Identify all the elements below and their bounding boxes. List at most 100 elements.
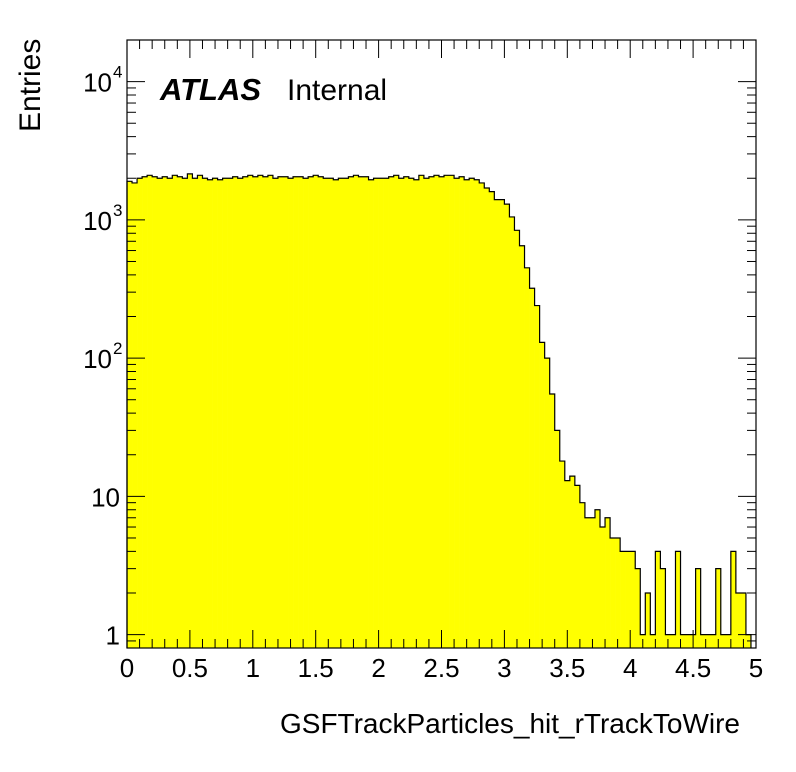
x-tick-label: 0 [120, 653, 134, 683]
histogram-bar [549, 394, 556, 648]
x-tick-label: 1.5 [298, 653, 334, 683]
histogram-bar [474, 179, 480, 649]
histogram-bar [625, 551, 631, 648]
histogram-bar [610, 537, 616, 648]
histogram-bar [232, 176, 239, 648]
histogram-bar [504, 204, 510, 648]
histogram-bar [620, 551, 626, 648]
y-tick-label: 10 [83, 344, 112, 374]
histogram-bar [247, 175, 254, 648]
histogram-bar [740, 592, 747, 648]
x-tick-label: 4 [623, 653, 637, 683]
histogram-bar [353, 175, 359, 648]
histogram-bar [142, 176, 148, 648]
histogram-bar [469, 178, 475, 649]
histogram-bar [293, 176, 299, 648]
histogram-bar [489, 191, 495, 648]
histogram-bar [363, 176, 369, 648]
histogram-bar [695, 568, 701, 648]
histogram-bar [147, 175, 153, 648]
histogram-bar [187, 173, 193, 649]
histogram-bar [388, 176, 394, 648]
histogram-bar [428, 176, 435, 648]
histogram-bar [479, 182, 485, 648]
y-tick-exponent: 4 [113, 63, 122, 82]
histogram-bar [313, 175, 319, 648]
histogram-bar [333, 179, 339, 649]
histogram-bar [418, 175, 425, 648]
histogram-bar [605, 517, 611, 648]
histogram-bar [569, 476, 576, 648]
histogram-bar [267, 175, 274, 648]
histogram-bar [554, 430, 561, 648]
histogram-bar [544, 358, 550, 648]
histogram-bar [318, 176, 324, 648]
histogram-bar [705, 634, 712, 648]
histogram-bar [227, 178, 233, 649]
histogram-bar [242, 176, 249, 648]
histogram-bar [735, 592, 742, 648]
histogram-bar [408, 178, 415, 649]
histogram-bar [277, 176, 284, 648]
histogram-bar [378, 178, 384, 649]
histogram-bar [127, 181, 133, 648]
histogram-bar [152, 176, 158, 648]
y-tick-exponent: 3 [113, 201, 122, 220]
histogram-bar [730, 551, 737, 648]
labels-layer: Entries GSFTrackParticles_hit_rTrackToWi… [14, 39, 740, 739]
histogram-bar [202, 178, 208, 649]
histogram-bar [514, 230, 520, 648]
histogram-bar [207, 179, 213, 649]
histogram-bar [167, 178, 173, 649]
histogram-bar [298, 176, 304, 648]
histogram-bar [725, 634, 732, 648]
histogram-bar [413, 179, 420, 649]
histogram-bar [670, 634, 676, 648]
histogram-bar [192, 178, 198, 649]
histogram-bar [383, 178, 389, 649]
histogram-bar [685, 634, 691, 648]
histogram-bar [524, 267, 530, 648]
x-tick-label: 3 [497, 653, 511, 683]
internal-label: Internal [287, 74, 387, 107]
histogram-bar [182, 178, 188, 649]
histogram-bar [137, 178, 143, 649]
histogram-bar [720, 634, 727, 648]
histogram-bar [655, 551, 661, 648]
y-tick-label: 10 [91, 482, 120, 512]
histogram-bar [172, 175, 178, 648]
histogram-bar [615, 537, 621, 648]
histogram-bar [700, 634, 706, 648]
histogram-bar [282, 176, 289, 648]
histogram-bar [444, 175, 450, 648]
histogram-bar [257, 175, 264, 648]
histogram-bar [288, 178, 294, 649]
histogram-bar [539, 342, 545, 648]
histogram-bar [454, 178, 460, 649]
histogram-bar [308, 176, 314, 648]
histogram-bar [680, 634, 686, 648]
histogram-bar [433, 175, 440, 648]
histogram-bar [252, 176, 259, 648]
histogram-bar [459, 176, 465, 648]
histogram-bar [348, 176, 354, 648]
x-tick-label: 3.5 [549, 653, 585, 683]
histogram-bar [449, 175, 455, 648]
histogram-bar [212, 178, 218, 649]
histogram-bar [438, 176, 445, 648]
x-axis-label: GSFTrackParticles_hit_rTrackToWire [280, 708, 740, 739]
histogram-bar [584, 517, 591, 648]
y-tick-label: 10 [83, 68, 112, 98]
x-tick-label: 5 [749, 653, 763, 683]
histogram-bar [675, 551, 681, 648]
x-tick-label: 2.5 [423, 653, 459, 683]
histogram-bar [343, 178, 349, 649]
histogram-bar [398, 178, 405, 649]
y-tick-exponent: 2 [113, 339, 122, 358]
histogram-bar [600, 527, 606, 648]
histogram-bar [262, 176, 269, 648]
histogram-bar [423, 178, 430, 649]
